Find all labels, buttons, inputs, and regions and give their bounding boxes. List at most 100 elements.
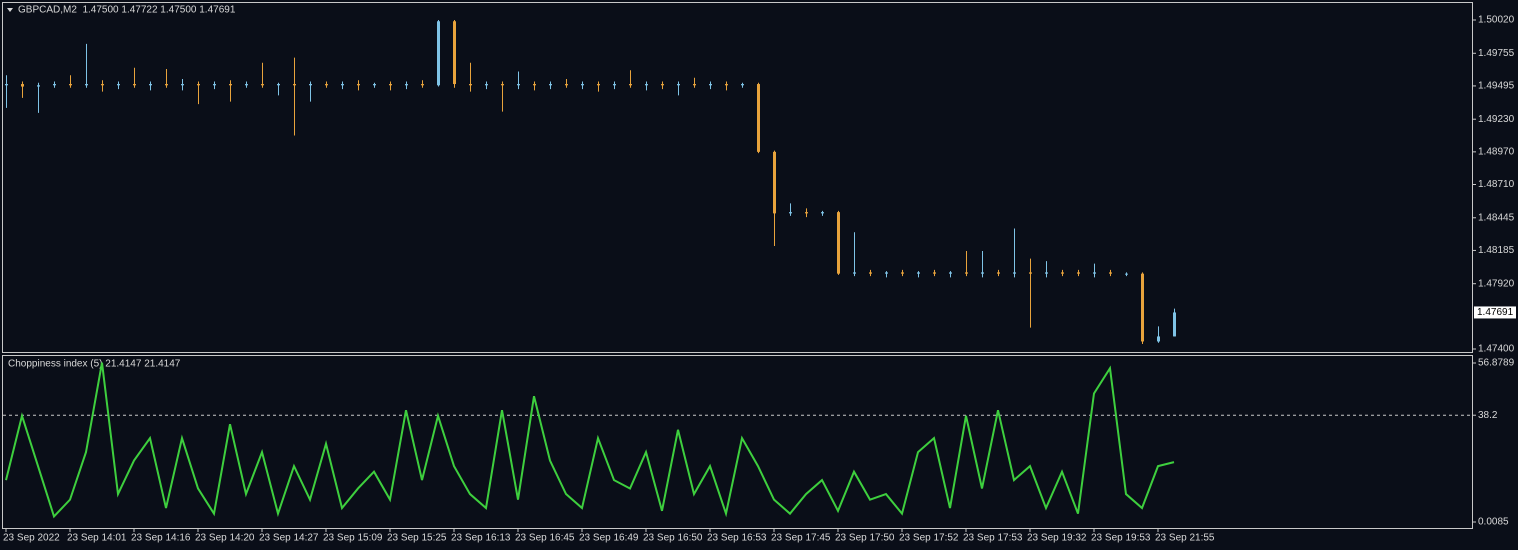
candle-body bbox=[213, 84, 216, 86]
candle-body bbox=[789, 212, 792, 214]
candle-body bbox=[837, 212, 840, 274]
y-tick-label: 1.50020 bbox=[1478, 15, 1515, 26]
candle-body bbox=[997, 272, 1000, 274]
candle-body bbox=[565, 84, 568, 86]
candle-body bbox=[805, 212, 808, 214]
candle-body bbox=[1141, 273, 1144, 342]
price-panel bbox=[2, 2, 1473, 353]
y-tick-label: 1.49755 bbox=[1478, 48, 1515, 59]
indicator-title: Choppiness index (5) 21.4147 21.4147 bbox=[8, 359, 181, 370]
last-price-box bbox=[1474, 306, 1516, 319]
candle-body bbox=[453, 21, 456, 85]
candle-body bbox=[661, 84, 664, 86]
x-tick-label: 23 Sep 14:01 bbox=[67, 533, 127, 544]
y-tick-label: 1.48185 bbox=[1478, 245, 1515, 256]
indicator-panel bbox=[2, 355, 1473, 529]
candle-body bbox=[885, 272, 888, 274]
candle-body bbox=[1173, 312, 1176, 337]
chart-title: GBPCAD,M2 1.47500 1.47722 1.47500 1.4769… bbox=[18, 5, 236, 16]
candle-body bbox=[773, 151, 776, 214]
x-tick-label: 23 Sep 17:53 bbox=[963, 533, 1023, 544]
y-tick-label: 1.49495 bbox=[1478, 81, 1515, 92]
candle-body bbox=[405, 84, 408, 86]
candle-body bbox=[981, 272, 984, 274]
candle-body bbox=[421, 84, 424, 86]
candle-body bbox=[357, 84, 360, 86]
x-tick-label: 23 Sep 17:45 bbox=[771, 533, 831, 544]
candle-body bbox=[5, 84, 8, 86]
y-tick-label: 1.47920 bbox=[1478, 278, 1515, 289]
candle-body bbox=[725, 84, 728, 86]
y-tick-label: 56.8789 bbox=[1478, 358, 1515, 369]
candle-body bbox=[245, 84, 248, 86]
candle-body bbox=[677, 84, 680, 86]
candle-body bbox=[437, 21, 440, 86]
x-tick-label: 23 Sep 19:53 bbox=[1091, 533, 1151, 544]
x-tick-label: 23 Sep 15:25 bbox=[387, 533, 447, 544]
x-tick-label: 23 Sep 14:16 bbox=[131, 533, 191, 544]
candle-body bbox=[853, 272, 856, 274]
candle-body bbox=[693, 84, 696, 86]
menu-arrow[interactable] bbox=[7, 8, 13, 12]
candle-body bbox=[309, 84, 312, 86]
candle-body bbox=[613, 84, 616, 86]
candle-body bbox=[757, 84, 760, 152]
candle-body bbox=[229, 84, 232, 86]
candle-body bbox=[149, 84, 152, 86]
candle-body bbox=[821, 212, 824, 214]
candle-body bbox=[21, 84, 24, 87]
candle-body bbox=[373, 84, 376, 86]
x-tick-label: 23 Sep 16:53 bbox=[707, 533, 767, 544]
candle-body bbox=[485, 84, 488, 86]
candle-body bbox=[277, 84, 280, 86]
x-tick-label: 23 Sep 17:50 bbox=[835, 533, 895, 544]
x-tick-label: 23 Sep 14:27 bbox=[259, 533, 319, 544]
candle-body bbox=[1109, 272, 1112, 274]
candle-body bbox=[1029, 272, 1032, 274]
y-tick-label: 1.48710 bbox=[1478, 179, 1515, 190]
candle-body bbox=[37, 85, 40, 87]
candle-body bbox=[1157, 336, 1160, 342]
candle-body bbox=[933, 272, 936, 274]
candle-body bbox=[1077, 272, 1080, 274]
candle-body bbox=[901, 272, 904, 274]
candle-body bbox=[133, 84, 136, 86]
x-tick-label: 23 Sep 21:55 bbox=[1155, 533, 1215, 544]
candle-body bbox=[261, 84, 264, 86]
candle-body bbox=[165, 84, 168, 86]
candle-body bbox=[53, 84, 56, 86]
candle-body bbox=[181, 84, 184, 86]
candle-body bbox=[117, 84, 120, 86]
candle-body bbox=[629, 84, 632, 86]
x-tick-label: 23 Sep 16:50 bbox=[643, 533, 703, 544]
x-tick-label: 23 Sep 14:20 bbox=[195, 533, 255, 544]
candle-body bbox=[917, 272, 920, 274]
candle-body bbox=[293, 84, 296, 86]
indicator-line bbox=[5, 362, 1175, 519]
y-tick-label: 0.0085 bbox=[1478, 517, 1509, 528]
candle-body bbox=[581, 84, 584, 86]
candle-body bbox=[325, 84, 328, 86]
x-tick-label: 23 Sep 16:45 bbox=[515, 533, 575, 544]
candle-body bbox=[869, 272, 872, 274]
y-tick-label: 1.48445 bbox=[1478, 212, 1515, 223]
candle-body bbox=[1093, 272, 1096, 274]
x-tick-label: 23 Sep 16:13 bbox=[451, 533, 511, 544]
candle-body bbox=[389, 84, 392, 86]
candle-body bbox=[1013, 272, 1016, 274]
last-price-label: 1.47691 bbox=[1477, 307, 1514, 318]
y-tick-label: 1.49230 bbox=[1478, 114, 1515, 125]
y-tick-label: 38.2 bbox=[1478, 410, 1498, 421]
candle-body bbox=[469, 84, 472, 86]
candle-body bbox=[645, 84, 648, 86]
y-tick-label: 1.47400 bbox=[1478, 344, 1515, 355]
y-tick-label: 1.48970 bbox=[1478, 146, 1515, 157]
candle-body bbox=[741, 84, 744, 86]
candle-body bbox=[197, 84, 200, 86]
candle-body bbox=[549, 84, 552, 86]
candle-body bbox=[517, 84, 520, 86]
x-tick-label: 23 Sep 19:32 bbox=[1027, 533, 1087, 544]
candle-body bbox=[1125, 273, 1128, 275]
